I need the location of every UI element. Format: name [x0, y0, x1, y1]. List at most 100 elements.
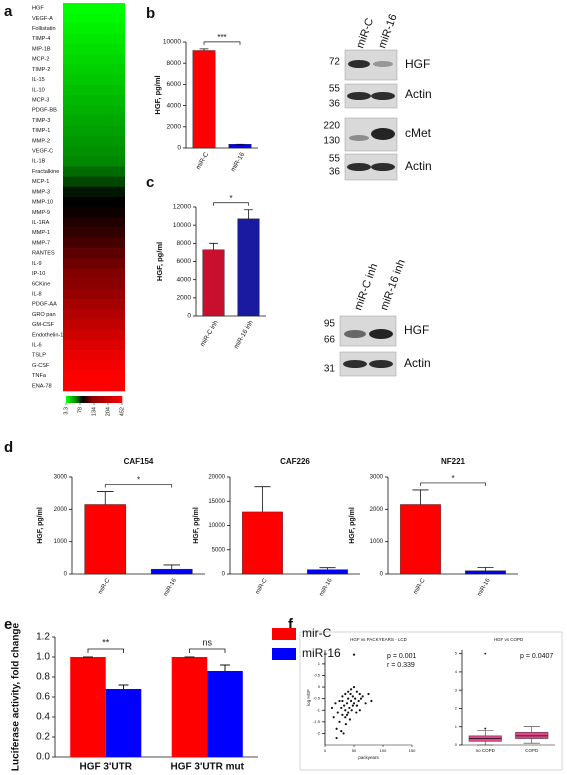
y-tick-label: 0 [177, 145, 181, 152]
point [351, 704, 354, 707]
row-label: ENA-78 [32, 383, 52, 389]
chart-title: HGF vs COPD [494, 637, 524, 642]
point [347, 711, 350, 714]
point [344, 716, 347, 719]
protein-label: cMet [405, 126, 432, 140]
x-tick-label: miR-16 [230, 151, 247, 173]
y-tick-label: -1 [316, 707, 320, 712]
x-tick-label: miR-16 [319, 577, 334, 597]
heat-cell [63, 360, 125, 371]
heat-cell [63, 329, 125, 341]
mw-marker: 66 [324, 335, 336, 346]
row-label: TIMP-4 [32, 36, 50, 42]
mw-marker: 55 [329, 84, 341, 95]
colorbar-step [82, 396, 85, 403]
blot-band [347, 163, 371, 171]
y-tick-label: 0.4 [36, 712, 50, 723]
y-tick-label: -0.5 [313, 696, 321, 701]
y-axis-label: HGF, pg/ml [37, 507, 44, 544]
protein-label: Actin [404, 356, 431, 370]
colorbar-step [113, 396, 116, 403]
y-tick-label: 10000 [208, 523, 225, 529]
stat-label: r = 0.339 [387, 662, 415, 669]
panel-label: c [146, 174, 154, 191]
panel-label: a [4, 3, 13, 20]
colorbar-step [120, 396, 123, 403]
outlier [484, 727, 487, 730]
heat-cell [63, 135, 125, 147]
chart-title: NF221 [441, 457, 466, 466]
y-tick-label: 0.8 [36, 672, 50, 683]
colorbar-step [110, 396, 113, 403]
point [344, 709, 347, 712]
colorbar-step [66, 396, 68, 403]
row-label: TNFa [32, 373, 47, 379]
colorbar-step [71, 396, 74, 403]
heat-cell [63, 380, 125, 392]
y-tick-label: -2 [316, 730, 320, 735]
blot-band [373, 61, 393, 67]
point [336, 711, 339, 714]
significance-bracket [87, 648, 124, 653]
point [330, 706, 334, 710]
legend-swatch [272, 628, 296, 640]
row-label: MMP-7 [32, 240, 50, 246]
row-label: MMP-10 [32, 200, 53, 206]
blot-band [371, 128, 395, 140]
colorbar-step [92, 396, 95, 403]
mw-marker: 55 [329, 154, 341, 165]
y-tick-label: 2 [455, 706, 458, 711]
y-tick-label: 8000 [167, 60, 182, 67]
point [364, 702, 367, 705]
point [352, 653, 356, 656]
chart-title: HGF vs PACKYEARS - LCD [350, 637, 407, 642]
point [342, 732, 345, 735]
bar [70, 657, 106, 757]
colorbar-step [106, 396, 109, 403]
point [338, 699, 341, 703]
y-axis-label: HGF, pg/ml [349, 507, 356, 544]
x-tick-label: COPD [525, 748, 539, 753]
bar [192, 50, 216, 149]
mw-marker: 36 [329, 99, 341, 110]
x-tick-label: miR-C [413, 577, 427, 595]
heat-cell [63, 237, 125, 249]
box [515, 731, 549, 739]
bar [150, 568, 193, 575]
point [358, 709, 361, 712]
point [341, 695, 344, 698]
row-label: TSLP [32, 353, 46, 359]
point [347, 690, 350, 693]
bar [105, 689, 142, 757]
bar [465, 570, 506, 575]
point [359, 697, 363, 700]
y-tick-label: 1000 [370, 539, 384, 545]
y-tick-label: 1.2 [36, 632, 50, 643]
mw-marker: 220 [323, 121, 340, 132]
point [351, 695, 354, 698]
error-bar [254, 486, 271, 512]
y-tick-label: 4000 [177, 276, 192, 283]
row-label: Follistatin [32, 26, 56, 32]
colorbar-step [74, 396, 77, 403]
heat-cell [63, 268, 125, 279]
point [335, 736, 338, 740]
row-label: MMP-9 [32, 210, 50, 216]
row-label: IL-8 [32, 291, 42, 297]
row-label: MMP-3 [32, 189, 50, 195]
colorbar-step [112, 396, 114, 403]
colorbar-step [80, 396, 82, 403]
y-tick-label: 20000 [208, 475, 225, 481]
point [348, 706, 351, 710]
significance-label: *** [217, 33, 226, 42]
y-tick-label: 0 [187, 313, 191, 320]
y-tick-label: 0.5 [314, 673, 320, 678]
colorbar-step [117, 396, 120, 403]
error-bar [319, 567, 336, 570]
bar [400, 504, 441, 575]
panel-label: f [288, 616, 294, 633]
y-tick-label: 6000 [177, 258, 192, 265]
blot-band [344, 330, 366, 338]
colorbar-step [81, 396, 84, 403]
